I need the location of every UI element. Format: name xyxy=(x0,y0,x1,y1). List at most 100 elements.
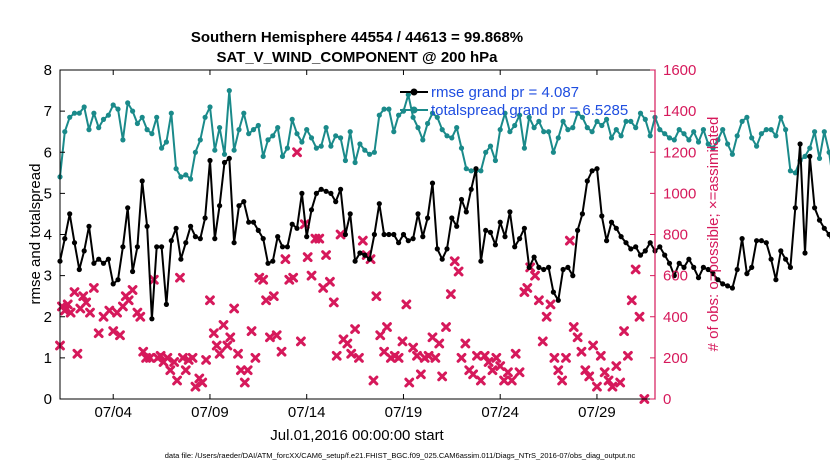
totalspread-point xyxy=(531,125,537,131)
obs-point xyxy=(584,371,595,382)
rmse-point xyxy=(502,234,508,240)
rmse-point xyxy=(463,209,469,215)
rmse-point xyxy=(415,211,421,217)
totalspread-point xyxy=(662,131,668,137)
rmse-point xyxy=(221,159,228,166)
obs-point xyxy=(472,350,482,361)
obs-point xyxy=(545,299,556,310)
rmse-point xyxy=(188,223,194,229)
obs-point xyxy=(93,328,104,339)
obs-point xyxy=(222,340,233,351)
totalspread-point xyxy=(691,129,697,135)
rmse-point xyxy=(575,227,581,233)
totalspread-point xyxy=(367,151,373,157)
totalspread-point xyxy=(604,116,610,122)
right-y-tick-label: 800 xyxy=(663,227,688,244)
rmse-point xyxy=(265,260,271,266)
obs-point xyxy=(72,348,83,359)
totalspread-point xyxy=(304,127,310,133)
obs-point xyxy=(123,295,134,306)
rmse-point xyxy=(318,186,324,192)
rmse-point xyxy=(604,238,610,244)
obs-point xyxy=(205,295,215,306)
rmse-point xyxy=(149,316,155,322)
rmse-point xyxy=(671,273,677,279)
totalspread-point xyxy=(105,112,111,118)
rmse-point xyxy=(507,209,513,215)
obs-point xyxy=(437,371,448,382)
totalspread-point xyxy=(265,137,271,143)
totalspread-point xyxy=(695,139,702,145)
rmse-point xyxy=(386,231,392,238)
rmse-point xyxy=(91,260,97,266)
obs-point xyxy=(162,352,173,363)
rmse-point xyxy=(71,240,78,246)
totalspread-point xyxy=(526,114,532,120)
rmse-point xyxy=(279,244,286,250)
rmse-point xyxy=(405,238,411,244)
rmse-point xyxy=(584,178,590,184)
totalspread-point xyxy=(260,153,266,159)
totalspread-point xyxy=(826,149,830,155)
totalspread-point xyxy=(313,145,319,151)
obs-point xyxy=(328,297,339,308)
obs-point xyxy=(371,291,382,302)
totalspread-point xyxy=(512,122,518,129)
totalspread-point xyxy=(633,125,639,131)
right-y-tick-label: 600 xyxy=(663,268,688,285)
y-tick-label: 3 xyxy=(44,268,52,285)
totalspread-point xyxy=(686,137,692,143)
totalspread-point xyxy=(444,133,450,139)
rmse-point xyxy=(357,250,363,256)
totalspread-point xyxy=(328,143,334,149)
y-tick-label: 4 xyxy=(44,227,52,244)
x-tick-label: 07/29 xyxy=(578,404,616,421)
obs-point xyxy=(607,381,618,392)
totalspread-series xyxy=(57,88,830,182)
totalspread-point xyxy=(637,110,644,116)
obs-point xyxy=(382,322,392,332)
obs-point xyxy=(534,295,544,306)
obs-point xyxy=(65,307,76,318)
totalspread-point xyxy=(565,127,571,133)
totalspread-point xyxy=(579,114,586,120)
totalspread-point xyxy=(729,151,736,157)
totalspread-point xyxy=(323,125,329,131)
rmse-point xyxy=(396,240,402,246)
rmse-point xyxy=(410,236,416,242)
obs-point xyxy=(514,367,525,378)
totalspread-point xyxy=(560,118,566,124)
obs-point xyxy=(211,340,222,351)
rmse-point xyxy=(768,256,774,262)
obs-point xyxy=(354,352,364,363)
rmse-point xyxy=(720,281,726,287)
totalspread-point xyxy=(391,129,397,135)
totalspread-point xyxy=(236,127,242,133)
rmse-point xyxy=(86,223,92,229)
totalspread-point xyxy=(347,129,353,135)
rmse-point xyxy=(550,289,557,295)
totalspread-point xyxy=(284,145,290,151)
y-tick-label: 1 xyxy=(44,350,52,367)
totalspread-point xyxy=(76,110,82,116)
totalspread-point xyxy=(502,110,508,116)
totalspread-point xyxy=(241,110,247,116)
rmse-point xyxy=(376,201,382,207)
rmse-point xyxy=(797,141,803,147)
obs-point xyxy=(180,365,191,376)
right-y-tick-label: 0 xyxy=(663,391,671,408)
obs-point xyxy=(401,299,412,310)
y-tick-label: 0 xyxy=(44,391,52,408)
totalspread-point xyxy=(381,106,387,112)
totalspread-point xyxy=(173,166,179,172)
rmse-point xyxy=(347,211,353,217)
obs-point xyxy=(314,233,325,244)
obs-point xyxy=(495,361,506,371)
totalspread-point xyxy=(86,127,92,133)
totalspread-point xyxy=(217,125,223,131)
totalspread-point xyxy=(81,104,87,110)
obs-point xyxy=(62,299,73,310)
rmse-point xyxy=(144,223,150,229)
rmse-point xyxy=(478,258,484,264)
obs-point xyxy=(541,311,552,322)
